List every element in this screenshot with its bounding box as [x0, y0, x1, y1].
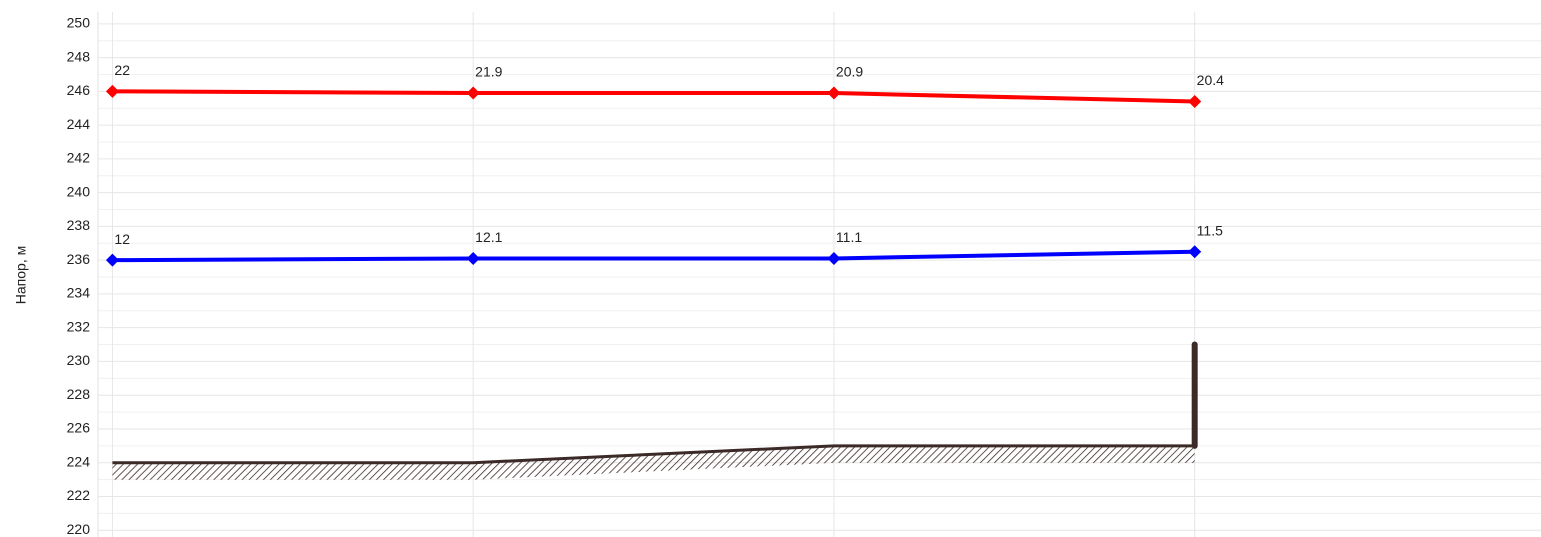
y-tick-label: 248: [67, 48, 91, 64]
y-tick-label: 240: [67, 183, 91, 199]
series-line: [112, 89, 1195, 104]
point-marker: [1188, 245, 1202, 259]
y-tick-label: 246: [67, 82, 91, 98]
y-tick-label: 250: [67, 15, 91, 31]
pressure-label: 11.5: [1197, 222, 1223, 238]
point-marker: [105, 253, 119, 267]
y-tick-label: 226: [67, 420, 91, 436]
pressure-label: 12: [114, 231, 130, 247]
y-tick-label: 232: [67, 318, 91, 334]
y-tick-label: 220: [67, 521, 91, 537]
series-line: [112, 249, 1195, 263]
ground-line: [112, 444, 1195, 465]
point-marker: [827, 86, 841, 100]
pressure-label: 11.1: [836, 229, 862, 245]
y-tick-label: 222: [67, 487, 91, 503]
y-tick-label: 244: [67, 116, 91, 132]
y-axis-label: Напор, м: [13, 246, 29, 304]
pressure-label: 21.9: [475, 64, 502, 80]
y-tick-label: 228: [67, 386, 91, 402]
point-marker: [105, 84, 119, 98]
y-tick-label: 234: [67, 285, 91, 301]
y-tick-label: 238: [67, 217, 91, 233]
point-marker: [466, 86, 480, 100]
point-marker: [466, 251, 480, 265]
point-marker: [827, 251, 841, 265]
y-tick-label: 236: [67, 251, 91, 267]
y-tick-label: 230: [67, 352, 91, 368]
ground-hatch: [112, 445, 1195, 480]
y-tick-label: 224: [67, 453, 91, 469]
pressure-label: 20.9: [836, 64, 863, 80]
pressure-label: 12.1: [475, 229, 502, 245]
y-tick-label: 242: [67, 150, 91, 166]
pressure-label: 20.4: [1197, 72, 1224, 88]
point-marker: [1188, 94, 1202, 108]
pressure-label: 22: [114, 62, 130, 78]
